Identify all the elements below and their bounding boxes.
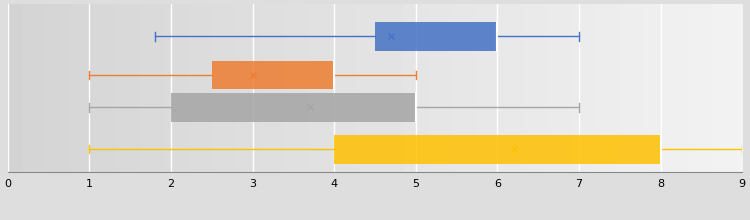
Bar [211,61,334,90]
Bar [375,22,497,51]
Bar [171,93,416,122]
Bar [334,135,661,163]
